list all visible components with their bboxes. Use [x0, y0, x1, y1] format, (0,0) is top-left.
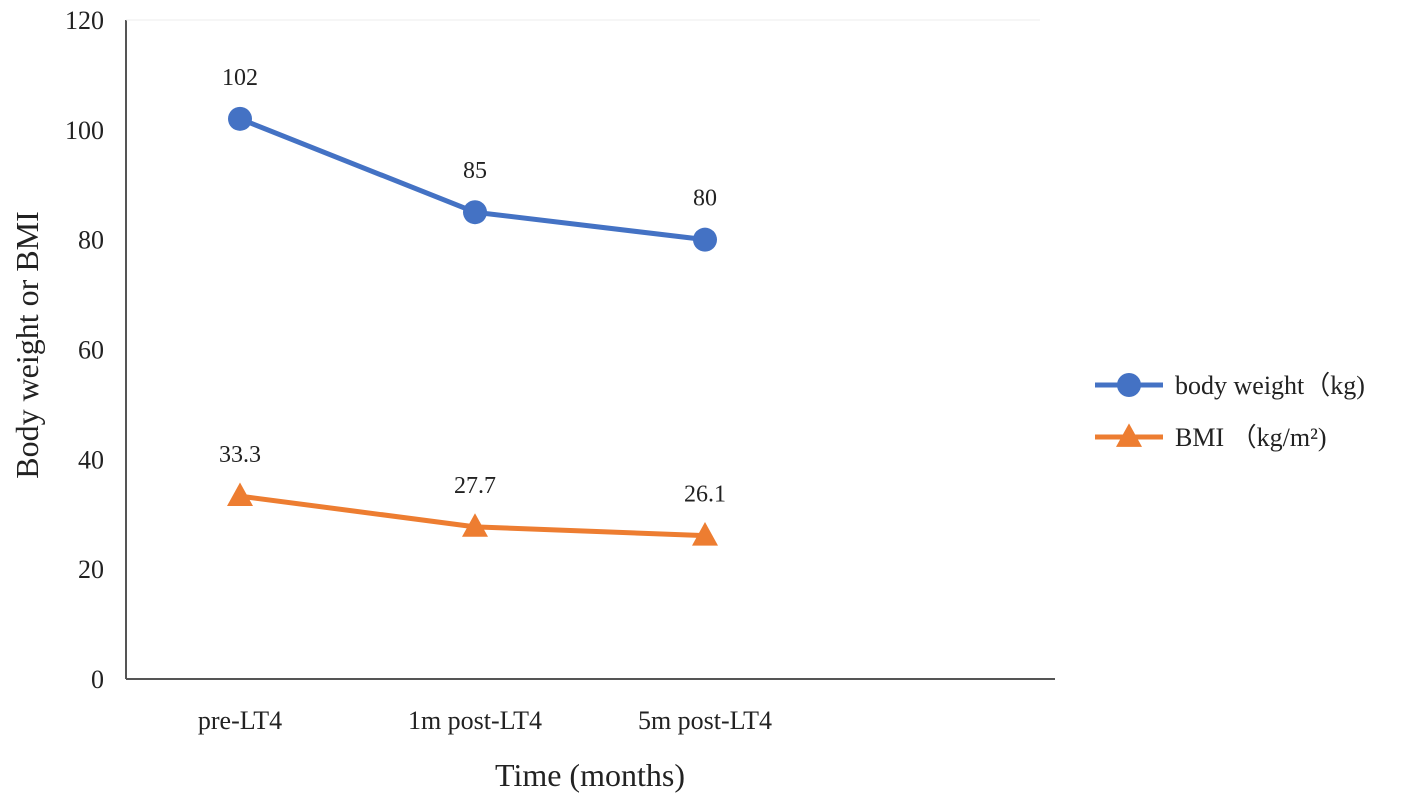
data-label: 85	[463, 158, 487, 184]
y-tick-label: 100	[65, 116, 104, 145]
y-axis-ticks: 0 20 40 60 80 100 120	[65, 6, 104, 694]
data-point-marker	[693, 227, 717, 252]
x-tick-label: pre-LT4	[198, 706, 282, 735]
legend-item: body weight（kg)	[1095, 371, 1365, 400]
y-axis-title: Body weight or BMI	[9, 211, 45, 479]
data-point-marker	[463, 200, 487, 225]
data-point-marker	[228, 106, 252, 131]
plot-frame	[125, 19, 1055, 680]
legend: body weight（kg) BMI （kg/m²)	[1095, 371, 1365, 452]
data-point-marker	[227, 482, 253, 507]
data-point-marker	[692, 522, 718, 546]
data-label: 102	[222, 65, 258, 91]
x-axis-ticks: pre-LT4 1m post-LT4 5m post-LT4	[198, 706, 772, 735]
y-tick-label: 80	[78, 226, 104, 255]
legend-item: BMI （kg/m²)	[1095, 423, 1327, 452]
data-label: 27.7	[454, 473, 496, 499]
y-tick-label: 120	[65, 6, 104, 35]
legend-label: body weight（kg)	[1175, 371, 1365, 400]
x-axis-title: Time (months)	[495, 757, 685, 793]
data-label: 33.3	[219, 442, 261, 468]
y-tick-label: 0	[91, 665, 104, 694]
x-tick-label: 1m post-LT4	[408, 706, 542, 735]
legend-marker	[1117, 373, 1141, 397]
y-tick-label: 40	[78, 445, 104, 474]
data-point-marker	[462, 513, 488, 537]
series-bmi: 33.3 27.7 26.1	[219, 442, 726, 546]
data-label: 26.1	[684, 482, 726, 508]
data-label: 80	[693, 186, 717, 212]
series-layer: 102 85 80 33.3 27.7 26.1	[219, 65, 726, 546]
legend-marker	[1116, 423, 1142, 447]
x-tick-label: 5m post-LT4	[638, 706, 772, 735]
legend-label: BMI （kg/m²)	[1175, 423, 1327, 452]
y-tick-label: 20	[78, 555, 104, 584]
series-body-weight: 102 85 80	[222, 65, 717, 252]
y-tick-label: 60	[78, 336, 104, 365]
